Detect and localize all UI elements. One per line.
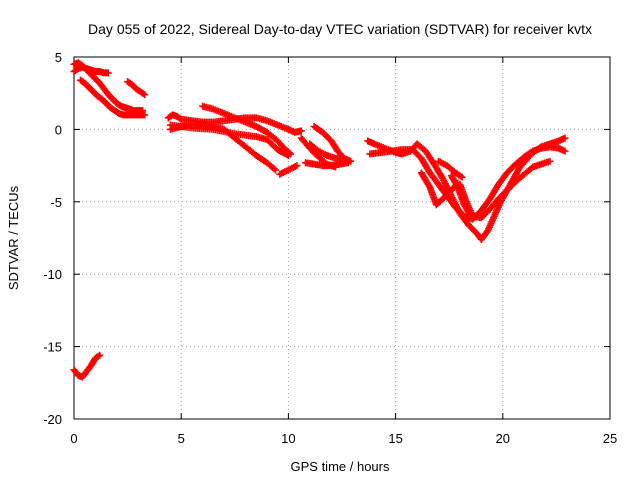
y-tick-label: -15 <box>43 340 62 355</box>
series-satellite-track-2 <box>70 63 112 77</box>
series-satellite-track-9 <box>166 121 292 159</box>
x-axis-label: GPS time / hours <box>291 459 390 474</box>
chart-title: Day 055 of 2022, Sidereal Day-to-day VTE… <box>88 21 592 37</box>
series-satellite-track-16 <box>366 143 569 223</box>
y-axis-label: SDTVAR / TECUs <box>6 185 21 290</box>
y-tick-label: 5 <box>55 50 62 65</box>
series-satellite-track-5 <box>70 351 104 381</box>
x-tick-label: 5 <box>178 431 185 446</box>
y-tick-label: 0 <box>55 122 62 137</box>
series-satellite-track-4 <box>124 78 149 99</box>
series-satellite-track-20 <box>447 172 475 220</box>
series-satellite-track-8 <box>199 102 295 158</box>
y-tick-label: -10 <box>43 267 62 282</box>
series-satellite-track-17 <box>417 169 462 209</box>
series-satellite-track-10 <box>276 162 301 178</box>
x-tick-label: 10 <box>281 431 295 446</box>
series-satellite-track-14 <box>306 140 348 164</box>
x-tick-label: 15 <box>388 431 402 446</box>
x-tick-label: 0 <box>70 431 77 446</box>
plot-frame <box>73 56 611 420</box>
series-satellite-track-3 <box>76 76 149 119</box>
data-points <box>70 59 569 381</box>
grid <box>73 56 611 420</box>
tick-labels: 0 5 10 15 20 25 5 0 -5 -10 -15 -20 <box>43 50 617 446</box>
y-tick-label: -5 <box>50 195 62 210</box>
series-satellite-track-18 <box>434 157 466 181</box>
x-tick-label: 25 <box>603 431 617 446</box>
y-tick-label: -20 <box>43 412 62 427</box>
x-tick-label: 20 <box>496 431 510 446</box>
series-satellite-track-13 <box>302 159 352 170</box>
